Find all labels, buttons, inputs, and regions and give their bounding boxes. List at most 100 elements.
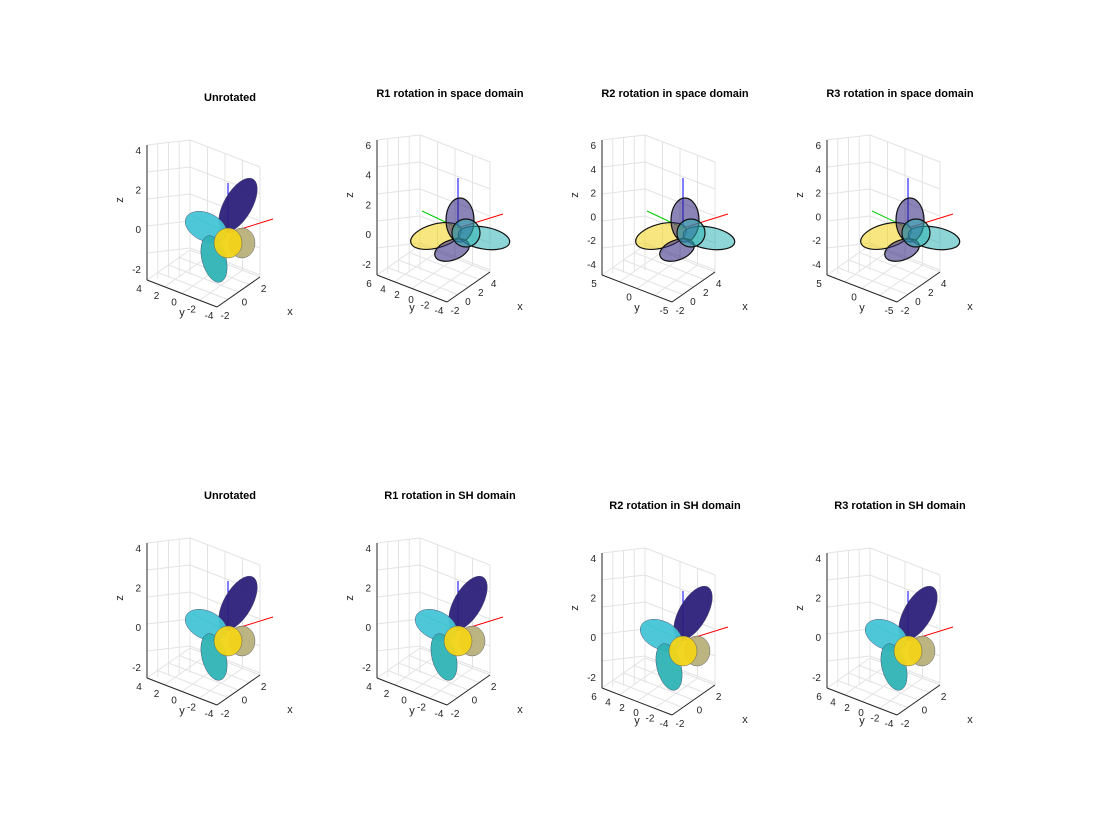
x-tick-label: -2 — [221, 709, 230, 720]
z-tick-label: 2 — [135, 186, 141, 197]
z-tick-label: -2 — [812, 236, 821, 247]
z-tick-label: 0 — [365, 623, 371, 634]
z-tick-label: -2 — [812, 673, 821, 684]
x-axis-label: x — [742, 301, 748, 313]
spherical-function-shape — [415, 575, 488, 681]
lobe — [443, 625, 473, 657]
z-tick-label: -4 — [812, 260, 821, 271]
z-tick-label: 0 — [365, 230, 371, 241]
lobe — [676, 218, 706, 248]
y-tick-label: 4 — [380, 284, 386, 295]
x-tick-label: 4 — [941, 279, 947, 290]
axes-box — [146, 145, 261, 308]
z-tick-label: 0 — [815, 633, 821, 644]
x-tick-label: 0 — [915, 297, 921, 308]
y-tick-label: -4 — [205, 709, 214, 720]
z-tick-label: 2 — [365, 584, 371, 595]
z-tick-label: -2 — [132, 265, 141, 276]
x-tick-label: -2 — [901, 306, 910, 317]
y-tick-label: -4 — [660, 719, 669, 730]
y-tick-label: -2 — [187, 304, 196, 315]
z-tick-label: 2 — [590, 189, 596, 200]
z-tick-label: -2 — [362, 663, 371, 674]
y-axis-label: y — [859, 715, 865, 727]
y-tick-label: -4 — [885, 719, 894, 730]
y-tick-label: -2 — [646, 714, 655, 725]
z-tick-label: 0 — [815, 212, 821, 223]
y-tick-label: 0 — [851, 293, 857, 304]
y-tick-label: 0 — [858, 708, 864, 719]
z-tick-label: 2 — [590, 594, 596, 605]
z-tick-label: 2 — [135, 584, 141, 595]
lobe — [213, 227, 243, 259]
spherical-function-shape — [865, 585, 938, 691]
z-axis-label: z — [114, 595, 126, 601]
lobe — [213, 625, 243, 657]
y-tick-label: 0 — [401, 696, 407, 707]
y-tick-label: 0 — [633, 708, 639, 719]
x-tick-label: 0 — [697, 706, 703, 717]
z-tick-label: 6 — [815, 141, 821, 152]
z-tick-label: 0 — [590, 212, 596, 223]
x-tick-label: 0 — [472, 696, 478, 707]
axes-box — [376, 543, 491, 706]
grid-lines — [376, 134, 491, 303]
axes-box — [601, 140, 716, 303]
z-tick-label: 4 — [590, 554, 596, 565]
x-tick-label: -2 — [451, 306, 460, 317]
y-tick-label: 0 — [171, 696, 177, 707]
grid-lines — [146, 139, 261, 308]
lobe — [668, 635, 698, 667]
y-axis-label: y — [634, 302, 640, 314]
z-tick-label: -2 — [587, 673, 596, 684]
y-tick-label: 5 — [591, 279, 597, 290]
panel-title: R2 rotation in space domain — [601, 88, 749, 100]
x-axis-label: x — [742, 714, 748, 726]
axes-box — [376, 140, 491, 303]
z-tick-label: 4 — [815, 554, 821, 565]
x-tick-label: 2 — [716, 692, 722, 703]
x-axis-label: x — [287, 704, 293, 716]
lobe — [451, 218, 481, 248]
y-axis-label: y — [409, 705, 415, 717]
axes-box — [826, 553, 941, 716]
y-tick-label: 2 — [844, 703, 850, 714]
spherical-function-shape — [185, 177, 258, 283]
z-tick-label: 6 — [590, 141, 596, 152]
y-tick-label: -4 — [205, 311, 214, 322]
x-tick-label: 2 — [491, 682, 497, 693]
z-tick-label: 4 — [365, 544, 371, 555]
z-tick-label: 0 — [135, 623, 141, 634]
plot-panel-3: R2 rotation in space domain6420-2-4z50-5… — [569, 88, 749, 317]
x-tick-label: 2 — [928, 288, 934, 299]
y-tick-label: 0 — [626, 293, 632, 304]
panel-title: R3 rotation in space domain — [826, 88, 974, 100]
y-tick-label: 0 — [408, 295, 414, 306]
y-tick-label: 2 — [154, 689, 160, 700]
y-axis-label: y — [179, 307, 185, 319]
axes-box — [146, 543, 261, 706]
z-tick-label: 4 — [135, 544, 141, 555]
lobe — [893, 635, 923, 667]
z-tick-label: 0 — [135, 225, 141, 236]
y-tick-label: 4 — [136, 682, 142, 693]
panel-title: Unrotated — [204, 490, 256, 502]
z-tick-label: 2 — [365, 200, 371, 211]
y-tick-label: -4 — [435, 306, 444, 317]
x-tick-label: 0 — [690, 297, 696, 308]
z-tick-label: -4 — [587, 260, 596, 271]
z-tick-label: 2 — [815, 594, 821, 605]
y-tick-label: -4 — [435, 709, 444, 720]
y-tick-label: 2 — [394, 290, 400, 301]
z-tick-label: 0 — [590, 633, 596, 644]
panel-title: R2 rotation in SH domain — [609, 500, 741, 512]
spherical-function-shape — [185, 575, 258, 681]
x-tick-label: 4 — [716, 279, 722, 290]
y-tick-label: 4 — [366, 682, 372, 693]
z-tick-label: 4 — [815, 165, 821, 176]
lobe — [901, 218, 931, 248]
z-tick-label: 4 — [365, 171, 371, 182]
